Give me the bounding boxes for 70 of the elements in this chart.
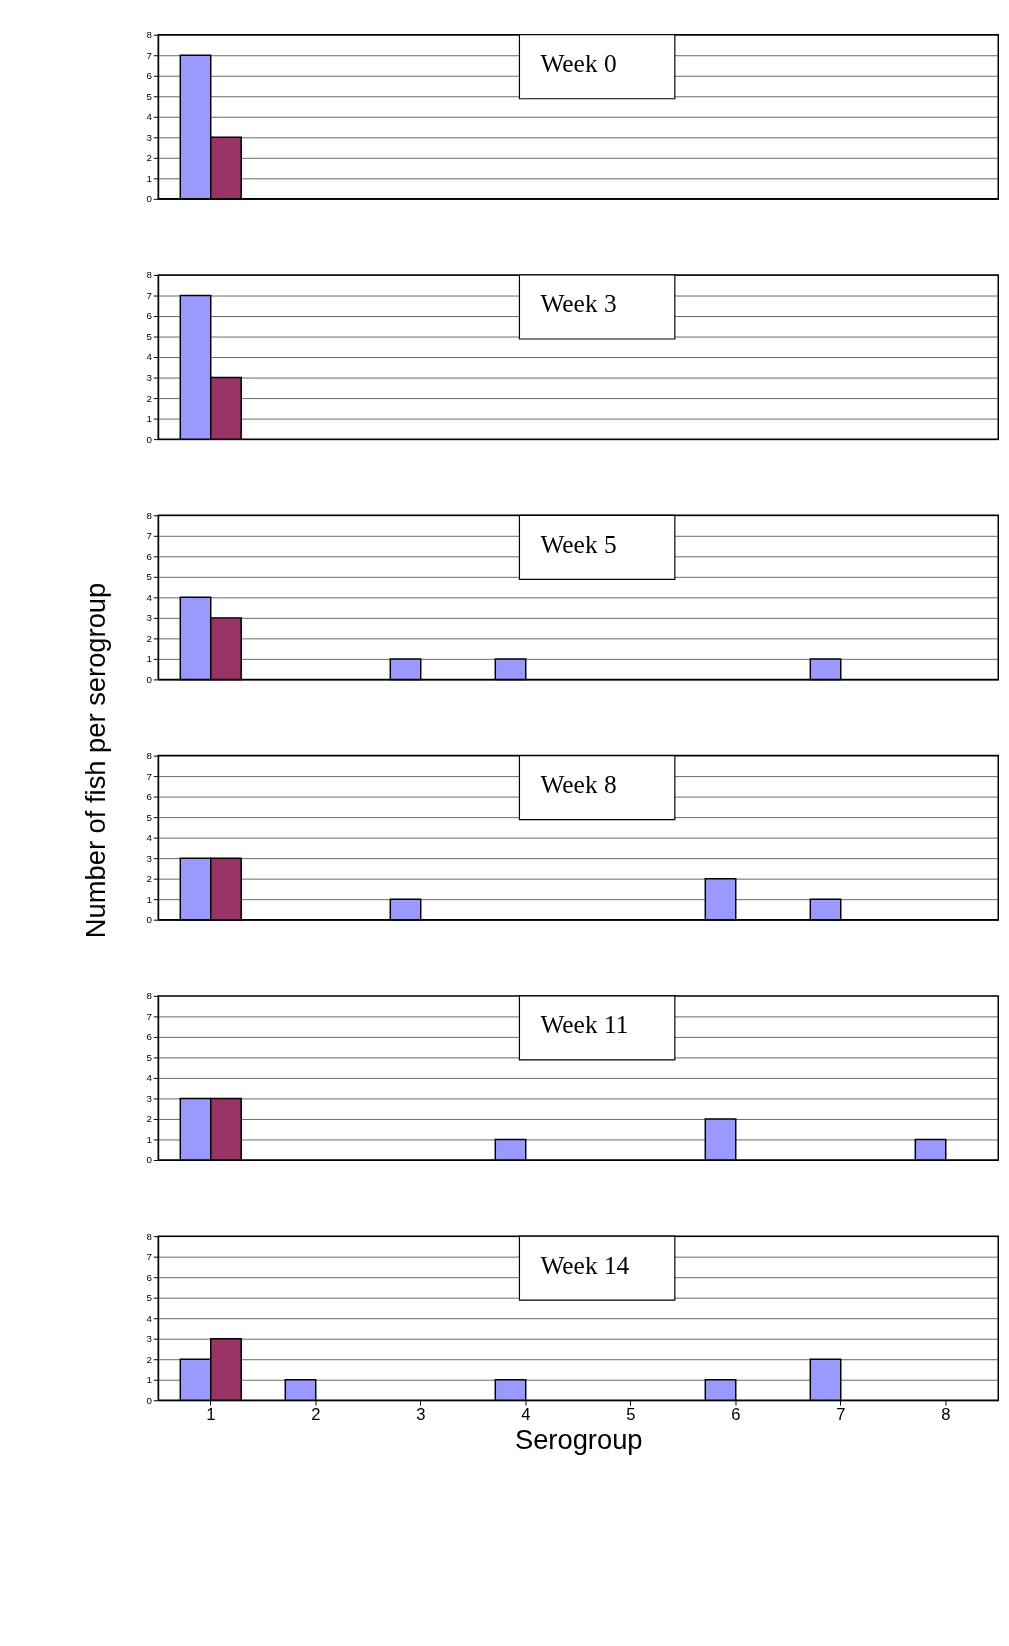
y-tick-label: 1	[146, 1133, 152, 1145]
y-tick-label: 7	[146, 1010, 152, 1022]
y-tick-label: 3	[146, 852, 152, 864]
y-tick-label: 1	[146, 653, 152, 665]
text: Week 0	[540, 49, 617, 78]
y-tick-label: 7	[146, 770, 152, 782]
y-tick-label: 6	[146, 1031, 152, 1043]
x-tick-label: 7	[836, 1405, 846, 1425]
y-tick-label: 0	[146, 1154, 153, 1166]
y-tick-label: 1	[146, 413, 152, 425]
y-tick-label: 6	[146, 550, 152, 562]
y-tick-label: 5	[146, 811, 153, 823]
y-tick-label: 6	[146, 791, 152, 803]
x-tick-label: 2	[311, 1405, 321, 1425]
y-tick-label: 5	[146, 1051, 153, 1063]
text: Week 5	[540, 529, 617, 558]
text: Week 3	[540, 289, 617, 318]
y-tick-label: 5	[146, 330, 153, 342]
y-tick-label: 0	[146, 914, 153, 926]
y-tick-label: 4	[146, 832, 153, 844]
y-tick-label: 2	[146, 873, 152, 885]
y-tick-label: 2	[146, 392, 152, 404]
y-tick-label: 8	[146, 509, 152, 521]
y-tick-label: 4	[146, 111, 153, 123]
y-tick-label: 5	[146, 571, 153, 583]
text: Week 14	[540, 1250, 630, 1279]
y-tick-label: 4	[146, 591, 153, 603]
y-axis-title: Number of fish per serogroup	[80, 582, 112, 939]
y-tick-label: 0	[146, 433, 153, 445]
y-tick-label: 2	[146, 632, 152, 644]
x-tick-label: 1	[206, 1405, 216, 1425]
y-tick-label: 7	[146, 49, 152, 61]
y-tick-label: 6	[146, 310, 152, 322]
y-tick-label: 8	[146, 990, 152, 1002]
y-tick-label: 6	[146, 1271, 152, 1283]
x-tick-label: 3	[416, 1405, 426, 1425]
y-tick-label: 3	[146, 131, 152, 143]
y-tick-label: 2	[146, 152, 152, 164]
y-tick-label: 3	[146, 1333, 152, 1345]
y-tick-label: 3	[146, 1092, 152, 1104]
y-tick-label: 2	[146, 1353, 152, 1365]
y-tick-label: 3	[146, 612, 152, 624]
x-tick-label: 4	[521, 1405, 531, 1425]
y-tick-label: 5	[146, 90, 153, 102]
y-tick-label: 8	[146, 269, 152, 281]
y-tick-label: 1	[146, 893, 152, 905]
y-tick-label: 0	[146, 673, 153, 685]
x-tick-label: 6	[731, 1405, 741, 1425]
y-tick-label: 7	[146, 289, 152, 301]
y-tick-label: 6	[146, 70, 152, 82]
text: Week 11	[540, 1010, 629, 1039]
y-tick-label: 2	[146, 1113, 152, 1125]
y-tick-label: 8	[146, 750, 152, 762]
x-tick-label: 8	[941, 1405, 951, 1425]
x-tick-label: 5	[626, 1405, 636, 1425]
y-tick-label: 5	[146, 1292, 153, 1304]
y-tick-label: 4	[146, 1072, 153, 1084]
y-tick-label: 7	[146, 1251, 152, 1263]
y-tick-label: 0	[146, 1394, 153, 1406]
x-axis-title: Serogroup	[514, 1423, 643, 1455]
y-tick-label: 4	[146, 1312, 153, 1324]
y-tick-label: 3	[146, 372, 152, 383]
text: Week 8	[540, 769, 617, 798]
y-tick-label: 4	[146, 351, 153, 363]
y-tick-label: 7	[146, 530, 152, 542]
y-tick-label: 1	[146, 172, 152, 184]
y-tick-label: 8	[146, 29, 152, 41]
y-tick-label: 0	[146, 193, 153, 205]
y-tick-label: 8	[146, 1230, 152, 1242]
y-tick-label: 1	[146, 1374, 152, 1386]
